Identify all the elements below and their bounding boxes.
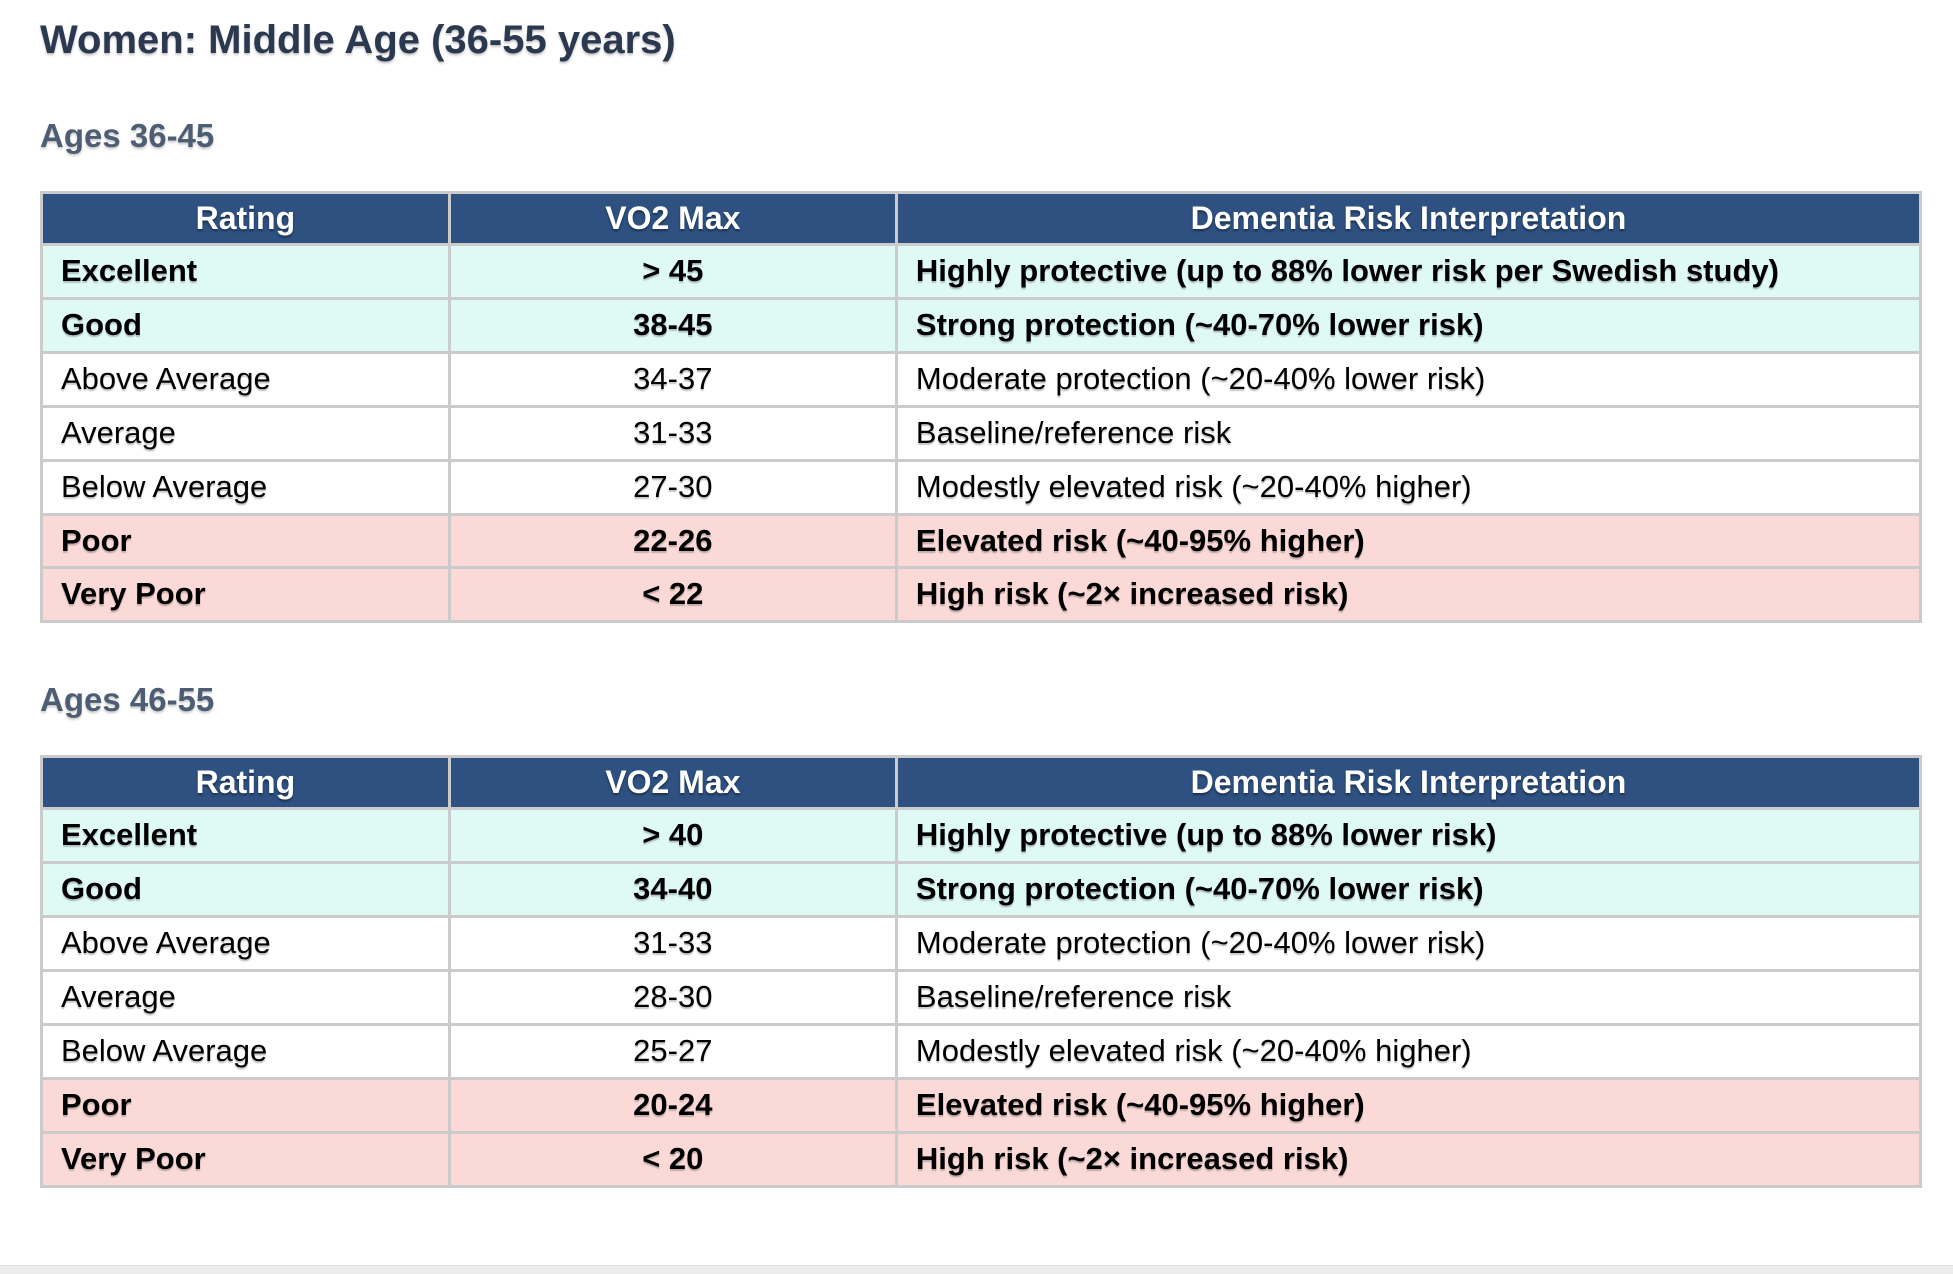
- rating-cell: Very Poor: [40, 566, 451, 624]
- vo2max-cell: > 40: [447, 807, 898, 865]
- rating-cell: Above Average: [40, 915, 451, 973]
- table-row: Average 31-33 Baseline/reference risk: [40, 404, 1923, 462]
- rating-cell: Very Poor: [40, 1130, 451, 1188]
- vo2max-cell: < 22: [447, 566, 898, 624]
- rating-cell: Poor: [40, 1076, 451, 1134]
- rating-cell: Above Average: [40, 350, 451, 408]
- section-ages-46-55: Ages 46-55 Rating VO2 Max Dementia Risk …: [40, 681, 1923, 1188]
- table-row: Below Average 25-27 Modestly elevated risk…: [40, 1022, 1923, 1080]
- table-row: Very Poor < 22 High risk (~2× increased ri…: [40, 566, 1923, 624]
- vo2max-cell: 22-26: [447, 512, 898, 570]
- table-row: Excellent > 45 Highly protective (up to 88…: [40, 243, 1923, 300]
- column-header-interpretation: Dementia Risk Interpretation: [894, 755, 1923, 811]
- table-row: Below Average 27-30 Modestly elevated risk…: [40, 458, 1923, 516]
- table-row: Poor 22-26 Elevated risk (~40-95% higher): [40, 512, 1923, 570]
- interpretation-cell: High risk (~2× increased risk): [894, 1130, 1923, 1188]
- table-row: Good 34-40 Strong protection (~40-70% lowe…: [40, 861, 1923, 919]
- table-row: Poor 20-24 Elevated risk (~40-95% higher): [40, 1076, 1923, 1134]
- rating-cell: Average: [40, 404, 451, 462]
- rating-cell: Excellent: [40, 243, 451, 300]
- table-row: Very Poor < 20 High risk (~2× increased ri…: [40, 1130, 1923, 1188]
- interpretation-cell: Elevated risk (~40-95% higher): [894, 1076, 1923, 1134]
- column-header-vo2max: VO2 Max: [447, 191, 898, 246]
- vo2max-cell: 31-33: [447, 915, 898, 973]
- vo2max-cell: < 20: [447, 1130, 898, 1188]
- vo2max-cell: > 45: [447, 243, 898, 300]
- interpretation-cell: Highly protective (up to 88% lower risk): [894, 807, 1923, 865]
- interpretation-cell: Moderate protection (~20-40% lower risk): [894, 350, 1923, 408]
- rating-cell: Average: [40, 969, 451, 1026]
- rating-cell: Good: [40, 296, 451, 354]
- column-header-rating: Rating: [40, 755, 451, 811]
- vo2max-cell: 27-30: [447, 458, 898, 516]
- interpretation-cell: Elevated risk (~40-95% higher): [894, 512, 1923, 570]
- vo2max-cell: 34-40: [447, 861, 898, 919]
- interpretation-cell: Strong protection (~40-70% lower risk): [894, 861, 1923, 919]
- vo2max-cell: 28-30: [447, 969, 898, 1026]
- interpretation-cell: Modestly elevated risk (~20-40% higher): [894, 1022, 1923, 1080]
- table-row: Good 38-45 Strong protection (~40-70% lowe…: [40, 296, 1923, 354]
- interpretation-cell: Baseline/reference risk: [894, 969, 1923, 1026]
- rating-cell: Good: [40, 861, 451, 919]
- section-ages-36-45: Ages 36-45 Rating VO2 Max Dementia Risk …: [40, 117, 1923, 624]
- table-header-row: Rating VO2 Max Dementia Risk Interpretat…: [40, 191, 1923, 246]
- vo2max-cell: 38-45: [447, 296, 898, 354]
- section-heading-ages-46-55: Ages 46-55: [40, 681, 215, 719]
- rating-cell: Below Average: [40, 1022, 451, 1080]
- vo2-table-ages-36-45: Rating VO2 Max Dementia Risk Interpretat…: [40, 191, 1923, 624]
- page-bottom-strip: [0, 1265, 1953, 1274]
- document-content: Women: Middle Age (36-55 years) Ages 36-…: [40, 18, 1923, 1188]
- table-row: Above Average 34-37 Moderate protection (~…: [40, 350, 1923, 408]
- vo2max-cell: 20-24: [447, 1076, 898, 1134]
- column-header-rating: Rating: [40, 191, 451, 246]
- table-row: Above Average 31-33 Moderate protection (~…: [40, 915, 1923, 973]
- table-body: Excellent > 40 Highly protective (up to 88…: [40, 807, 1923, 1188]
- interpretation-cell: High risk (~2× increased risk): [894, 566, 1923, 624]
- vo2max-cell: 31-33: [447, 404, 898, 462]
- interpretation-cell: Moderate protection (~20-40% lower risk): [894, 915, 1923, 973]
- vo2-table-ages-46-55: Rating VO2 Max Dementia Risk Interpretat…: [40, 755, 1923, 1188]
- table-header-row: Rating VO2 Max Dementia Risk Interpretat…: [40, 755, 1923, 811]
- table-body: Excellent > 45 Highly protective (up to 88…: [40, 243, 1923, 624]
- interpretation-cell: Baseline/reference risk: [894, 404, 1923, 462]
- interpretation-cell: Modestly elevated risk (~20-40% higher): [894, 458, 1923, 516]
- rating-cell: Below Average: [40, 458, 451, 516]
- interpretation-cell: Strong protection (~40-70% lower risk): [894, 296, 1923, 354]
- column-header-interpretation: Dementia Risk Interpretation: [894, 191, 1923, 246]
- page-title: Women: Middle Age (36-55 years): [40, 18, 676, 62]
- table-row: Average 28-30 Baseline/reference risk: [40, 969, 1923, 1026]
- column-header-vo2max: VO2 Max: [447, 755, 898, 811]
- section-heading-ages-36-45: Ages 36-45: [40, 117, 215, 154]
- rating-cell: Poor: [40, 512, 451, 570]
- interpretation-cell: Highly protective (up to 88% lower risk …: [894, 243, 1923, 300]
- vo2max-cell: 25-27: [447, 1022, 898, 1080]
- vo2max-cell: 34-37: [447, 350, 898, 408]
- rating-cell: Excellent: [40, 807, 451, 865]
- table-row: Excellent > 40 Highly protective (up to 88…: [40, 807, 1923, 865]
